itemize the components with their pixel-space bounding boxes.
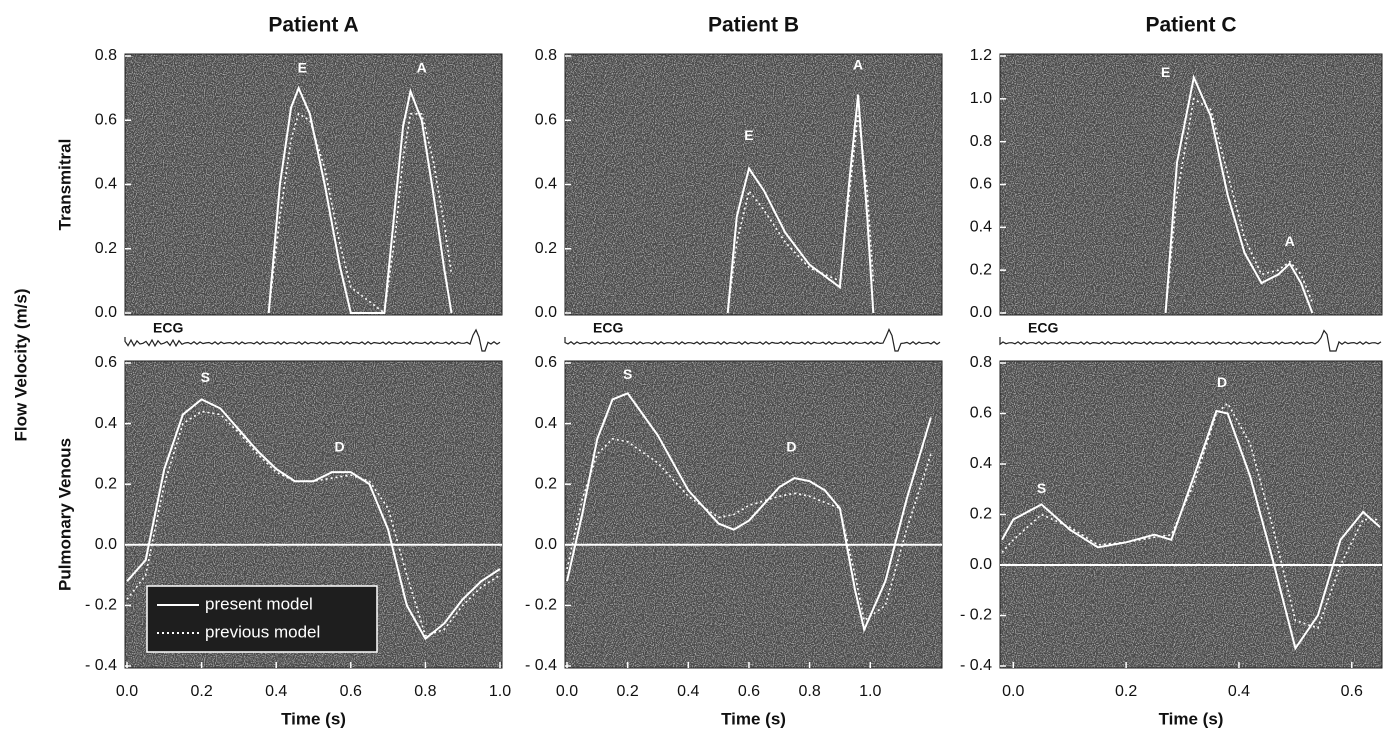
x-tick-label: 0.6 <box>340 683 362 700</box>
y-tick-label: 0.2 <box>95 475 117 492</box>
legend-label: present model <box>205 594 313 613</box>
annotation: A <box>1285 233 1295 249</box>
y-tick-label: - 0.4 <box>960 657 992 674</box>
x-tick-label: 1.0 <box>489 683 511 700</box>
legend-label: previous model <box>205 622 320 641</box>
legend-box <box>146 585 378 653</box>
ecg-trace <box>124 328 501 352</box>
x-tick-label: 0.4 <box>677 683 699 700</box>
y-tick-label: 1.2 <box>970 47 992 64</box>
plot-frame <box>564 360 943 669</box>
x-axis-label: Time (s) <box>721 709 786 728</box>
annotation: D <box>786 439 796 455</box>
y-tick-label: - 0.2 <box>960 607 992 624</box>
series-line <box>126 398 501 641</box>
y-tick-label: 0.2 <box>95 240 117 257</box>
plot-background <box>565 54 942 315</box>
x-axis-label: Time (s) <box>1159 709 1224 728</box>
y-tick-label: 0.6 <box>535 354 557 371</box>
y-tick-label: 0.4 <box>970 455 992 472</box>
x-tick-label: 0.0 <box>116 683 138 700</box>
y-tick-label: 1.0 <box>970 90 992 107</box>
series-line <box>726 113 875 314</box>
figure-y-label: Flow Velocity (m/s) <box>11 288 30 441</box>
annotation: D <box>335 439 345 455</box>
annotation: A <box>853 56 863 72</box>
y-tick-label: 0.0 <box>95 304 117 321</box>
ecg-label: ECG <box>593 320 623 336</box>
annotation: S <box>1037 480 1046 496</box>
series-line <box>1001 402 1380 630</box>
ecg-label: ECG <box>153 320 183 336</box>
y-tick-label: 0.2 <box>970 261 992 278</box>
y-tick-label: - 0.2 <box>525 597 557 614</box>
x-tick-label: 0.2 <box>1115 683 1137 700</box>
y-tick-label: 0.0 <box>970 556 992 573</box>
plot-background <box>1000 361 1382 668</box>
x-tick-label: 0.4 <box>265 683 287 700</box>
y-tick-label: 0.0 <box>970 304 992 321</box>
y-tick-label: 0.0 <box>95 536 117 553</box>
y-tick-label: 0.2 <box>535 240 557 257</box>
x-tick-label: 0.0 <box>1002 683 1024 700</box>
x-axis-label: Time (s) <box>281 709 346 728</box>
y-tick-label: 0.4 <box>95 176 117 193</box>
y-tick-label: 0.0 <box>535 536 557 553</box>
series-line <box>566 437 932 622</box>
series-line <box>1164 74 1314 314</box>
ecg-trace <box>564 328 941 352</box>
y-tick-label: - 0.4 <box>525 657 557 674</box>
y-tick-label: 0.4 <box>535 415 557 432</box>
annotation: E <box>1161 64 1170 80</box>
series-line <box>566 392 932 633</box>
y-tick-label: - 0.4 <box>85 657 117 674</box>
annotation: E <box>744 127 753 143</box>
annotation: S <box>623 366 632 382</box>
y-tick-label: 0.6 <box>95 111 117 128</box>
chart-title: Patient A <box>268 14 358 37</box>
y-tick-label: 0.8 <box>970 354 992 371</box>
annotation: A <box>417 60 427 76</box>
y-tick-label: 0.4 <box>970 219 992 236</box>
x-tick-label: 0.8 <box>414 683 436 700</box>
x-tick-label: 0.6 <box>738 683 760 700</box>
x-tick-label: 0.6 <box>1341 683 1363 700</box>
series-line <box>267 85 453 314</box>
annotation: D <box>1217 374 1227 390</box>
y-tick-label: 0.4 <box>95 415 117 432</box>
annotation: E <box>298 60 307 76</box>
chart-title: Patient C <box>1145 14 1236 37</box>
x-tick-label: 0.8 <box>798 683 820 700</box>
row-label: Pulmonary Venous <box>55 438 74 591</box>
y-tick-label: 0.6 <box>970 176 992 193</box>
x-tick-label: 0.0 <box>556 683 578 700</box>
y-tick-label: 0.0 <box>535 304 557 321</box>
x-tick-label: 0.2 <box>617 683 639 700</box>
y-tick-label: 0.2 <box>970 506 992 523</box>
plot-frame <box>124 360 503 669</box>
plot-background <box>125 54 502 315</box>
y-tick-label: 0.4 <box>535 176 557 193</box>
row-label: Transmitral <box>55 139 74 231</box>
y-tick-label: 0.6 <box>535 111 557 128</box>
y-tick-label: 0.8 <box>535 47 557 64</box>
y-tick-label: 0.6 <box>970 405 992 422</box>
series-line <box>1164 97 1314 314</box>
x-tick-label: 1.0 <box>859 683 881 700</box>
ecg-trace <box>999 329 1382 352</box>
x-tick-label: 0.4 <box>1228 683 1250 700</box>
y-tick-label: 0.2 <box>535 475 557 492</box>
annotation: S <box>201 369 210 385</box>
x-tick-label: 0.2 <box>190 683 212 700</box>
y-tick-label: 0.6 <box>95 354 117 371</box>
plot-background <box>1000 54 1382 315</box>
y-tick-label: 0.8 <box>95 47 117 64</box>
chart-title: Patient B <box>708 14 799 37</box>
y-tick-label: 0.8 <box>970 133 992 150</box>
ecg-label: ECG <box>1028 320 1058 336</box>
y-tick-label: - 0.2 <box>85 597 117 614</box>
